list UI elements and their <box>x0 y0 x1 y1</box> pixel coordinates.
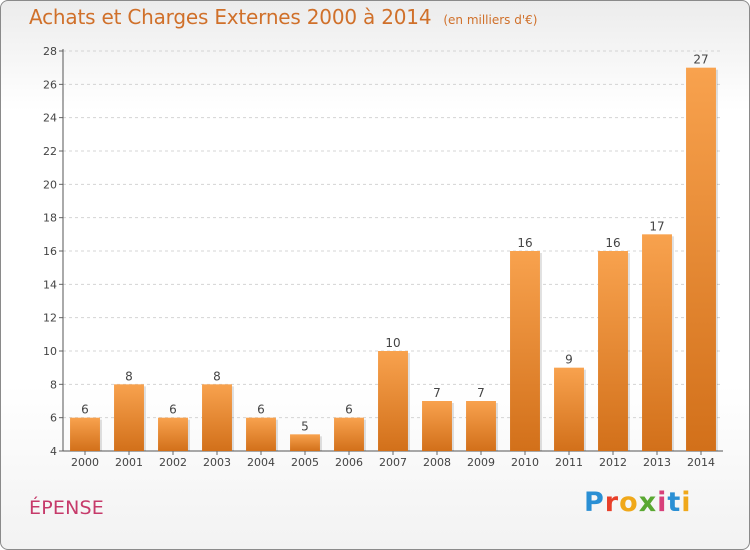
logo-letter: P <box>584 487 605 518</box>
x-tick-label: 2013 <box>643 456 671 469</box>
chart-subtitle: (en milliers d'€) <box>443 13 538 27</box>
x-tick-label: 2005 <box>291 456 319 469</box>
y-tick-label: 22 <box>43 145 57 158</box>
data-label: 6 <box>81 403 89 417</box>
data-label: 6 <box>169 403 177 417</box>
y-tick-label: 12 <box>43 312 57 325</box>
x-tick-label: 2009 <box>467 456 495 469</box>
bar-2002 <box>158 417 188 451</box>
data-label: 8 <box>125 369 133 383</box>
logo-letter: i <box>657 487 668 518</box>
bar-2005 <box>290 434 320 451</box>
bar-2011 <box>554 367 584 451</box>
labels: 6 2000 8 2001 6 2002 8 2003 6 2004 5 2005 6 2006 10 200… <box>71 53 715 469</box>
y-tick-label: 26 <box>43 78 57 91</box>
commune-name: ÉPENSE <box>29 497 104 519</box>
bar-2000 <box>70 417 100 451</box>
bar-2006 <box>334 417 364 451</box>
x-tick-label: 2002 <box>159 456 187 469</box>
x-tick-label: 2003 <box>203 456 231 469</box>
chart-title: Achats et Charges Externes 2000 à 2014 <box>29 5 432 29</box>
logo-letter: x <box>638 487 658 518</box>
x-tick-label: 2000 <box>71 456 99 469</box>
data-label: 6 <box>257 403 265 417</box>
x-tick-label: 2006 <box>335 456 363 469</box>
data-label: 7 <box>477 386 485 400</box>
data-label: 9 <box>565 353 573 367</box>
y-tick-label: 4 <box>50 445 57 458</box>
y-tick-label: 6 <box>50 412 57 425</box>
bar-2012 <box>598 251 628 451</box>
logo-letter: r <box>604 487 620 518</box>
bar-2014 <box>686 67 716 452</box>
bar-2004 <box>246 417 276 451</box>
title-row: Achats et Charges Externes 2000 à 2014 (e… <box>29 5 537 29</box>
data-label: 16 <box>517 236 532 250</box>
data-label: 10 <box>385 336 400 350</box>
proxiti-logo: Proxiti <box>584 487 692 518</box>
data-label: 6 <box>345 403 353 417</box>
x-tick-label: 2004 <box>247 456 275 469</box>
y-tick-label: 24 <box>43 112 57 125</box>
bar-2013 <box>642 234 672 451</box>
bar-2010 <box>510 251 540 451</box>
y-tick-label: 8 <box>50 378 57 391</box>
logo-letter: i <box>681 487 692 518</box>
data-label: 5 <box>301 419 309 433</box>
bar-2009 <box>466 401 496 451</box>
data-label: 17 <box>649 219 664 233</box>
x-tick-label: 2011 <box>555 456 583 469</box>
logo-letter: t <box>667 487 682 518</box>
data-label: 8 <box>213 369 221 383</box>
x-tick-label: 2001 <box>115 456 143 469</box>
y-tick-label: 16 <box>43 245 57 258</box>
data-label: 7 <box>433 386 441 400</box>
x-tick-label: 2008 <box>423 456 451 469</box>
y-tick-label: 14 <box>43 278 57 291</box>
bars <box>70 67 718 452</box>
data-label: 16 <box>605 236 620 250</box>
y-tick-label: 18 <box>43 212 57 225</box>
x-tick-label: 2014 <box>687 456 715 469</box>
x-tick-label: 2007 <box>379 456 407 469</box>
bar-2008 <box>422 401 452 451</box>
x-tick-label: 2010 <box>511 456 539 469</box>
logo-letter: o <box>619 487 639 518</box>
y-tick-label: 10 <box>43 345 57 358</box>
bar-2001 <box>114 384 144 451</box>
y-tick-label: 28 <box>43 45 57 58</box>
bar-2003 <box>202 384 232 451</box>
y-tick-label: 20 <box>43 178 57 191</box>
x-tick-label: 2012 <box>599 456 627 469</box>
data-label: 27 <box>693 53 708 67</box>
bar-2007 <box>378 351 408 451</box>
